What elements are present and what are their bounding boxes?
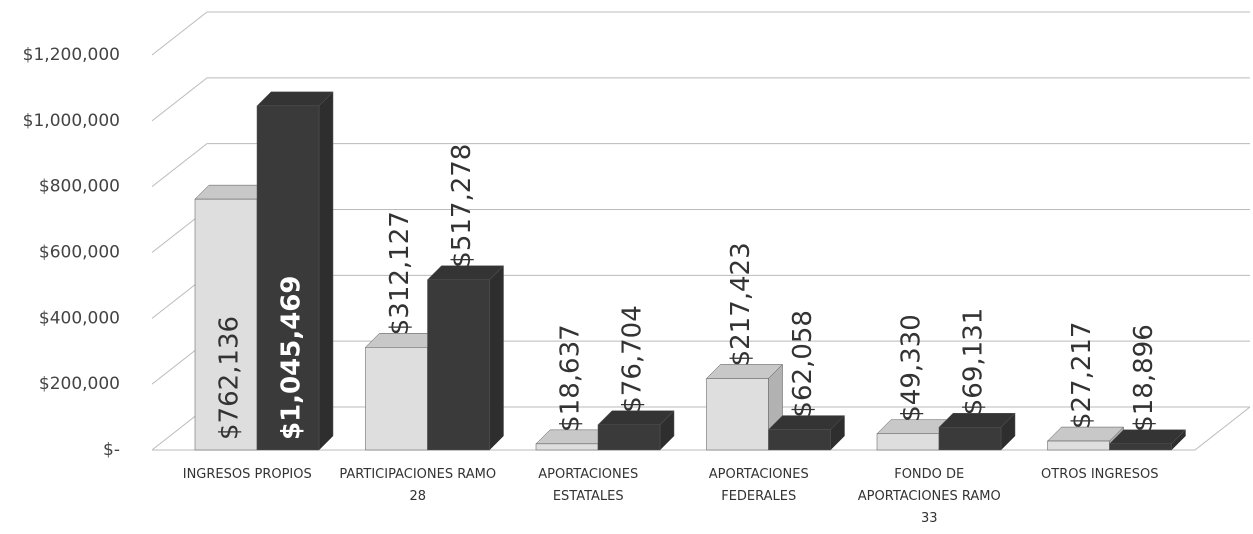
- y-tick-label: $1,200,000: [23, 45, 120, 65]
- value-label: $69,131: [959, 308, 989, 416]
- grid-line: [151, 143, 1250, 188]
- value-label: $312,127: [385, 211, 415, 335]
- grid-line: [151, 11, 1250, 56]
- value-label: $62,058: [788, 310, 818, 418]
- bar: [427, 279, 490, 451]
- grid-line: [151, 77, 1250, 122]
- y-tick-label: $1,000,000: [23, 111, 120, 131]
- bar: [256, 105, 320, 451]
- bar: [706, 378, 769, 451]
- bar: [365, 347, 428, 451]
- bar: [768, 429, 831, 451]
- value-label: $18,637: [556, 324, 586, 432]
- bar: [597, 424, 661, 451]
- x-tick-label: OTROS INGRESOS: [1041, 467, 1159, 482]
- y-tick-label: $200,000: [39, 374, 120, 394]
- bar: [194, 198, 258, 451]
- bar: [1047, 440, 1110, 451]
- value-label: $27,217: [1067, 322, 1097, 430]
- value-label: $1,045,469: [277, 276, 307, 440]
- value-label: $49,330: [897, 314, 927, 422]
- x-tick-label: FONDO DE APORTACIONES RAMO 33: [857, 467, 1001, 526]
- x-tick-label: INGRESOS PROPIOS: [182, 467, 312, 482]
- floor: [152, 406, 1251, 451]
- value-label: $18,896: [1129, 324, 1159, 432]
- bar: [535, 443, 599, 451]
- bar: [1109, 443, 1172, 451]
- bar-side: [489, 265, 504, 451]
- y-tick-label: $800,000: [39, 177, 120, 197]
- bar-side: [318, 91, 334, 451]
- y-tick-label: $600,000: [39, 243, 120, 263]
- x-tick-label: PARTICIPACIONES RAMO 28: [339, 467, 497, 504]
- value-label: $517,278: [447, 144, 477, 268]
- x-tick-label: APORTACIONES ESTATALES: [538, 467, 639, 504]
- bar: [876, 433, 940, 451]
- y-tick-label: $400,000: [39, 308, 120, 328]
- bar: [938, 426, 1002, 451]
- value-label: $762,136: [215, 316, 245, 440]
- x-tick-label: APORTACIONES FEDERALES: [708, 467, 809, 504]
- value-label: $76,704: [618, 305, 648, 413]
- value-label: $217,423: [726, 242, 756, 366]
- y-tick-label: $-: [103, 440, 120, 460]
